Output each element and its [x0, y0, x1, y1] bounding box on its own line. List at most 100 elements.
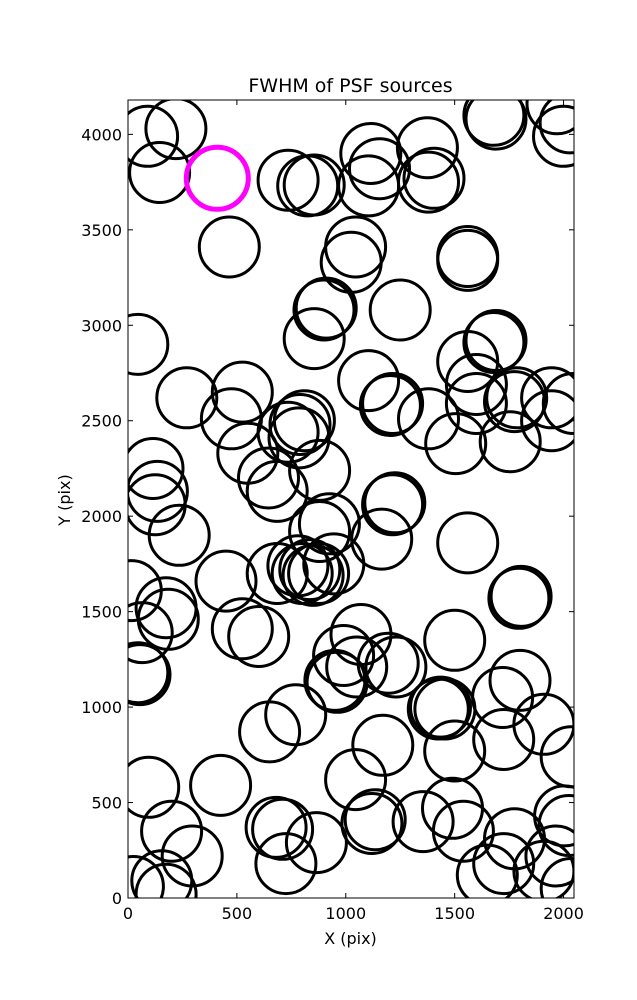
psf-source-marker — [413, 677, 477, 741]
psf-source-marker — [472, 832, 536, 896]
psf-source-marker — [292, 278, 356, 342]
y-tick-label: 3000 — [81, 316, 122, 335]
psf-source-marker — [284, 811, 348, 875]
psf-source-marker — [364, 635, 428, 699]
psf-source-marker — [464, 100, 528, 151]
psf-source-marker — [395, 116, 459, 180]
psf-source-marker — [155, 366, 219, 430]
psf-source-marker — [303, 648, 367, 712]
psf-source-marker — [281, 543, 345, 607]
y-tick-label: 2500 — [81, 412, 122, 431]
psf-source-marker — [134, 576, 198, 640]
psf-source-marker — [525, 100, 574, 136]
psf-source-marker — [128, 141, 192, 204]
y-axis-label: Y (pix) — [55, 474, 74, 526]
psf-source-marker — [282, 153, 346, 217]
psf-source-marker — [251, 797, 315, 861]
psf-source-marker — [348, 137, 411, 201]
psf-source-marker — [272, 389, 336, 453]
psf-source-marker — [361, 372, 425, 435]
psf-source-marker — [520, 366, 574, 430]
x-tick-label: 500 — [222, 904, 253, 923]
psf-source-marker — [194, 549, 258, 613]
psf-source-marker — [368, 278, 432, 342]
psf-source-marker — [189, 753, 253, 817]
psf-source-marker — [210, 597, 274, 661]
psf-source-marker — [210, 360, 274, 424]
x-axis-label: X (pix) — [324, 929, 377, 948]
psf-source-marker — [337, 154, 401, 218]
psf-source-marker — [478, 410, 542, 474]
psf-source-marker — [268, 393, 332, 456]
psf-source-marker — [397, 150, 460, 214]
psf-source-marker — [436, 511, 500, 575]
psf-source-marker — [339, 122, 403, 185]
psf-source-marker — [391, 790, 455, 854]
psf-source-marker — [436, 228, 500, 292]
psf-source-marker — [358, 374, 422, 437]
psf-source-marker — [288, 500, 352, 563]
psf-source-marker — [455, 843, 519, 898]
psf-source-marker — [533, 784, 574, 848]
psf-source-marker — [423, 719, 487, 783]
psf-source-marker — [541, 372, 574, 435]
psf-source-marker — [485, 366, 549, 430]
x-tick-label: 2000 — [543, 904, 584, 923]
psf-source-marker — [147, 503, 211, 567]
psf-source-marker — [245, 459, 309, 523]
x-tick-label: 0 — [123, 904, 133, 923]
psf-source-marker — [140, 799, 204, 863]
psf-source-marker — [278, 538, 342, 602]
psf-source-marker — [402, 146, 466, 210]
y-tick-label: 1000 — [81, 698, 122, 717]
psf-source-marker — [325, 635, 389, 699]
highlight-source-marker — [183, 144, 251, 212]
y-tick-label: 500 — [91, 794, 122, 813]
plot-marks — [128, 100, 574, 898]
psf-source-marker — [282, 307, 346, 371]
psf-source-marker — [487, 566, 551, 630]
psf-source-marker — [431, 799, 495, 863]
psf-source-marker — [254, 832, 318, 896]
psf-source-marker — [424, 412, 488, 476]
psf-source-marker — [287, 542, 351, 605]
psf-source-marker — [324, 215, 388, 279]
y-tick-label: 4000 — [81, 125, 122, 144]
psf-source-marker — [237, 446, 300, 510]
psf-source-marker — [324, 748, 388, 812]
plot-frame — [127, 99, 575, 899]
x-axis: 0 500 1000 1500 2000 — [123, 100, 584, 923]
psf-source-marker — [361, 473, 425, 537]
psf-source-marker — [136, 587, 200, 651]
psf-source-marker — [512, 839, 574, 898]
psf-source-marker — [537, 794, 574, 857]
psf-source-marker — [128, 459, 189, 523]
psf-source-marker — [294, 276, 358, 340]
psf-source-marker — [337, 349, 401, 413]
psf-source-marker — [244, 795, 308, 859]
y-tick-label: 0 — [112, 889, 122, 908]
psf-source-marker — [363, 471, 427, 535]
psf-source-marker — [197, 215, 261, 279]
psf-source-marker — [532, 104, 574, 168]
psf-source-marker — [444, 372, 508, 435]
psf-source-marker — [409, 675, 472, 739]
x-tick-label: 1500 — [434, 904, 475, 923]
psf-source-marker — [488, 648, 552, 712]
psf-source-marker — [128, 104, 180, 168]
psf-source-marker — [397, 387, 460, 451]
x-tick-label: 1000 — [325, 904, 366, 923]
psf-source-marker — [134, 862, 198, 898]
psf-source-marker — [340, 792, 404, 855]
y-axis: 0 500 1000 1500 2000 2500 3000 3500 4000 — [81, 125, 574, 908]
psf-source-marker — [462, 311, 526, 374]
psf-source-marker — [351, 713, 415, 777]
psf-source-marker — [144, 100, 208, 161]
psf-source-marker — [524, 824, 574, 888]
psf-source-marker — [472, 708, 536, 771]
psf-source-marker — [343, 788, 407, 852]
psf-source-marker — [312, 624, 376, 687]
psf-source-marker — [462, 100, 526, 147]
psf-source-marker — [128, 855, 165, 898]
psf-source-marker — [350, 507, 414, 571]
